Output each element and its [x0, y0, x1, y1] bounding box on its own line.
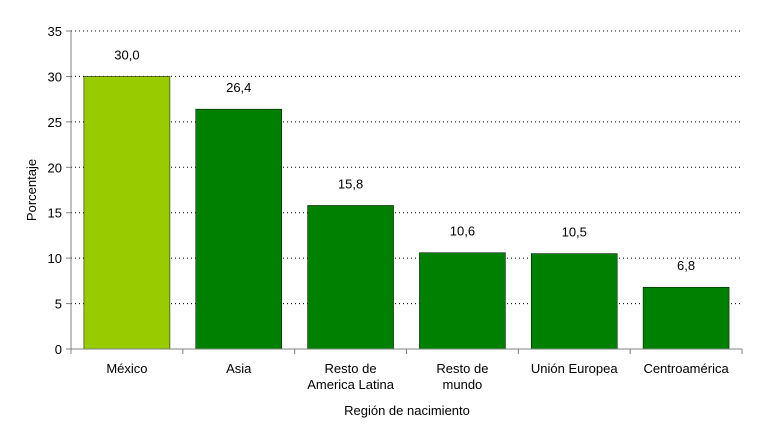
- gridlines: [71, 30, 742, 305]
- y-tick-label: 15: [48, 206, 62, 221]
- x-tick-label: Resto de mundo: [436, 361, 488, 392]
- x-tick-labels: México Asia Resto de America Latina Resto de…: [106, 361, 729, 392]
- y-tick-label: 35: [48, 24, 62, 39]
- data-label: 10,6: [450, 224, 475, 239]
- y-tick-label: 20: [48, 160, 62, 175]
- x-tick-label: Asia: [226, 361, 252, 376]
- bar: [419, 252, 506, 350]
- y-tick-label: 10: [48, 251, 62, 266]
- y-tick-label: 25: [48, 115, 62, 130]
- data-labels: 30,0 26,4 15,8 10,6 10,5 6,8: [114, 47, 695, 273]
- x-tick-label: Unión Europea: [531, 361, 618, 376]
- axes: [66, 30, 743, 354]
- x-tick-label: Resto de America Latina: [307, 361, 394, 392]
- x-axis-title: Región de nacimiento: [344, 403, 470, 418]
- y-tick-labels: 0 5 10 15 20 25 30 35: [48, 24, 62, 357]
- data-label: 10,5: [562, 225, 587, 240]
- y-tick-label: 5: [55, 297, 62, 312]
- x-tick-label: México: [106, 361, 147, 376]
- bar: [307, 205, 394, 350]
- bar: [195, 108, 282, 350]
- x-tick-label: Centroamérica: [643, 361, 729, 376]
- data-label: 6,8: [677, 258, 695, 273]
- bar: [642, 286, 730, 350]
- y-axis-title: Porcentaje: [24, 159, 39, 221]
- y-tick-label: 30: [48, 69, 62, 84]
- data-label: 15,8: [338, 176, 363, 191]
- data-label: 30,0: [114, 47, 139, 62]
- y-tick-label: 0: [55, 342, 62, 357]
- bar: [83, 76, 171, 350]
- data-label: 26,4: [226, 80, 251, 95]
- bars: [83, 76, 730, 350]
- bar: [531, 253, 618, 350]
